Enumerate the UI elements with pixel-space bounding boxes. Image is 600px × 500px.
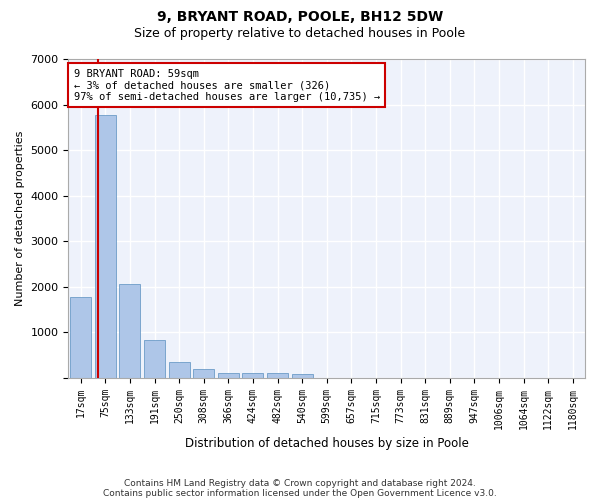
Text: 9 BRYANT ROAD: 59sqm
← 3% of detached houses are smaller (326)
97% of semi-detac: 9 BRYANT ROAD: 59sqm ← 3% of detached ho… — [74, 68, 380, 102]
Text: Contains HM Land Registry data © Crown copyright and database right 2024.: Contains HM Land Registry data © Crown c… — [124, 478, 476, 488]
Bar — [242, 374, 263, 378]
Text: Size of property relative to detached houses in Poole: Size of property relative to detached ho… — [134, 28, 466, 40]
X-axis label: Distribution of detached houses by size in Poole: Distribution of detached houses by size … — [185, 437, 469, 450]
Bar — [95, 114, 116, 378]
Bar — [70, 296, 91, 378]
Bar — [267, 374, 288, 378]
Y-axis label: Number of detached properties: Number of detached properties — [15, 130, 25, 306]
Bar — [144, 340, 165, 378]
Bar — [218, 372, 239, 378]
Bar — [169, 362, 190, 378]
Bar — [292, 374, 313, 378]
Text: 9, BRYANT ROAD, POOLE, BH12 5DW: 9, BRYANT ROAD, POOLE, BH12 5DW — [157, 10, 443, 24]
Text: Contains public sector information licensed under the Open Government Licence v3: Contains public sector information licen… — [103, 488, 497, 498]
Bar — [193, 369, 214, 378]
Bar — [119, 284, 140, 378]
